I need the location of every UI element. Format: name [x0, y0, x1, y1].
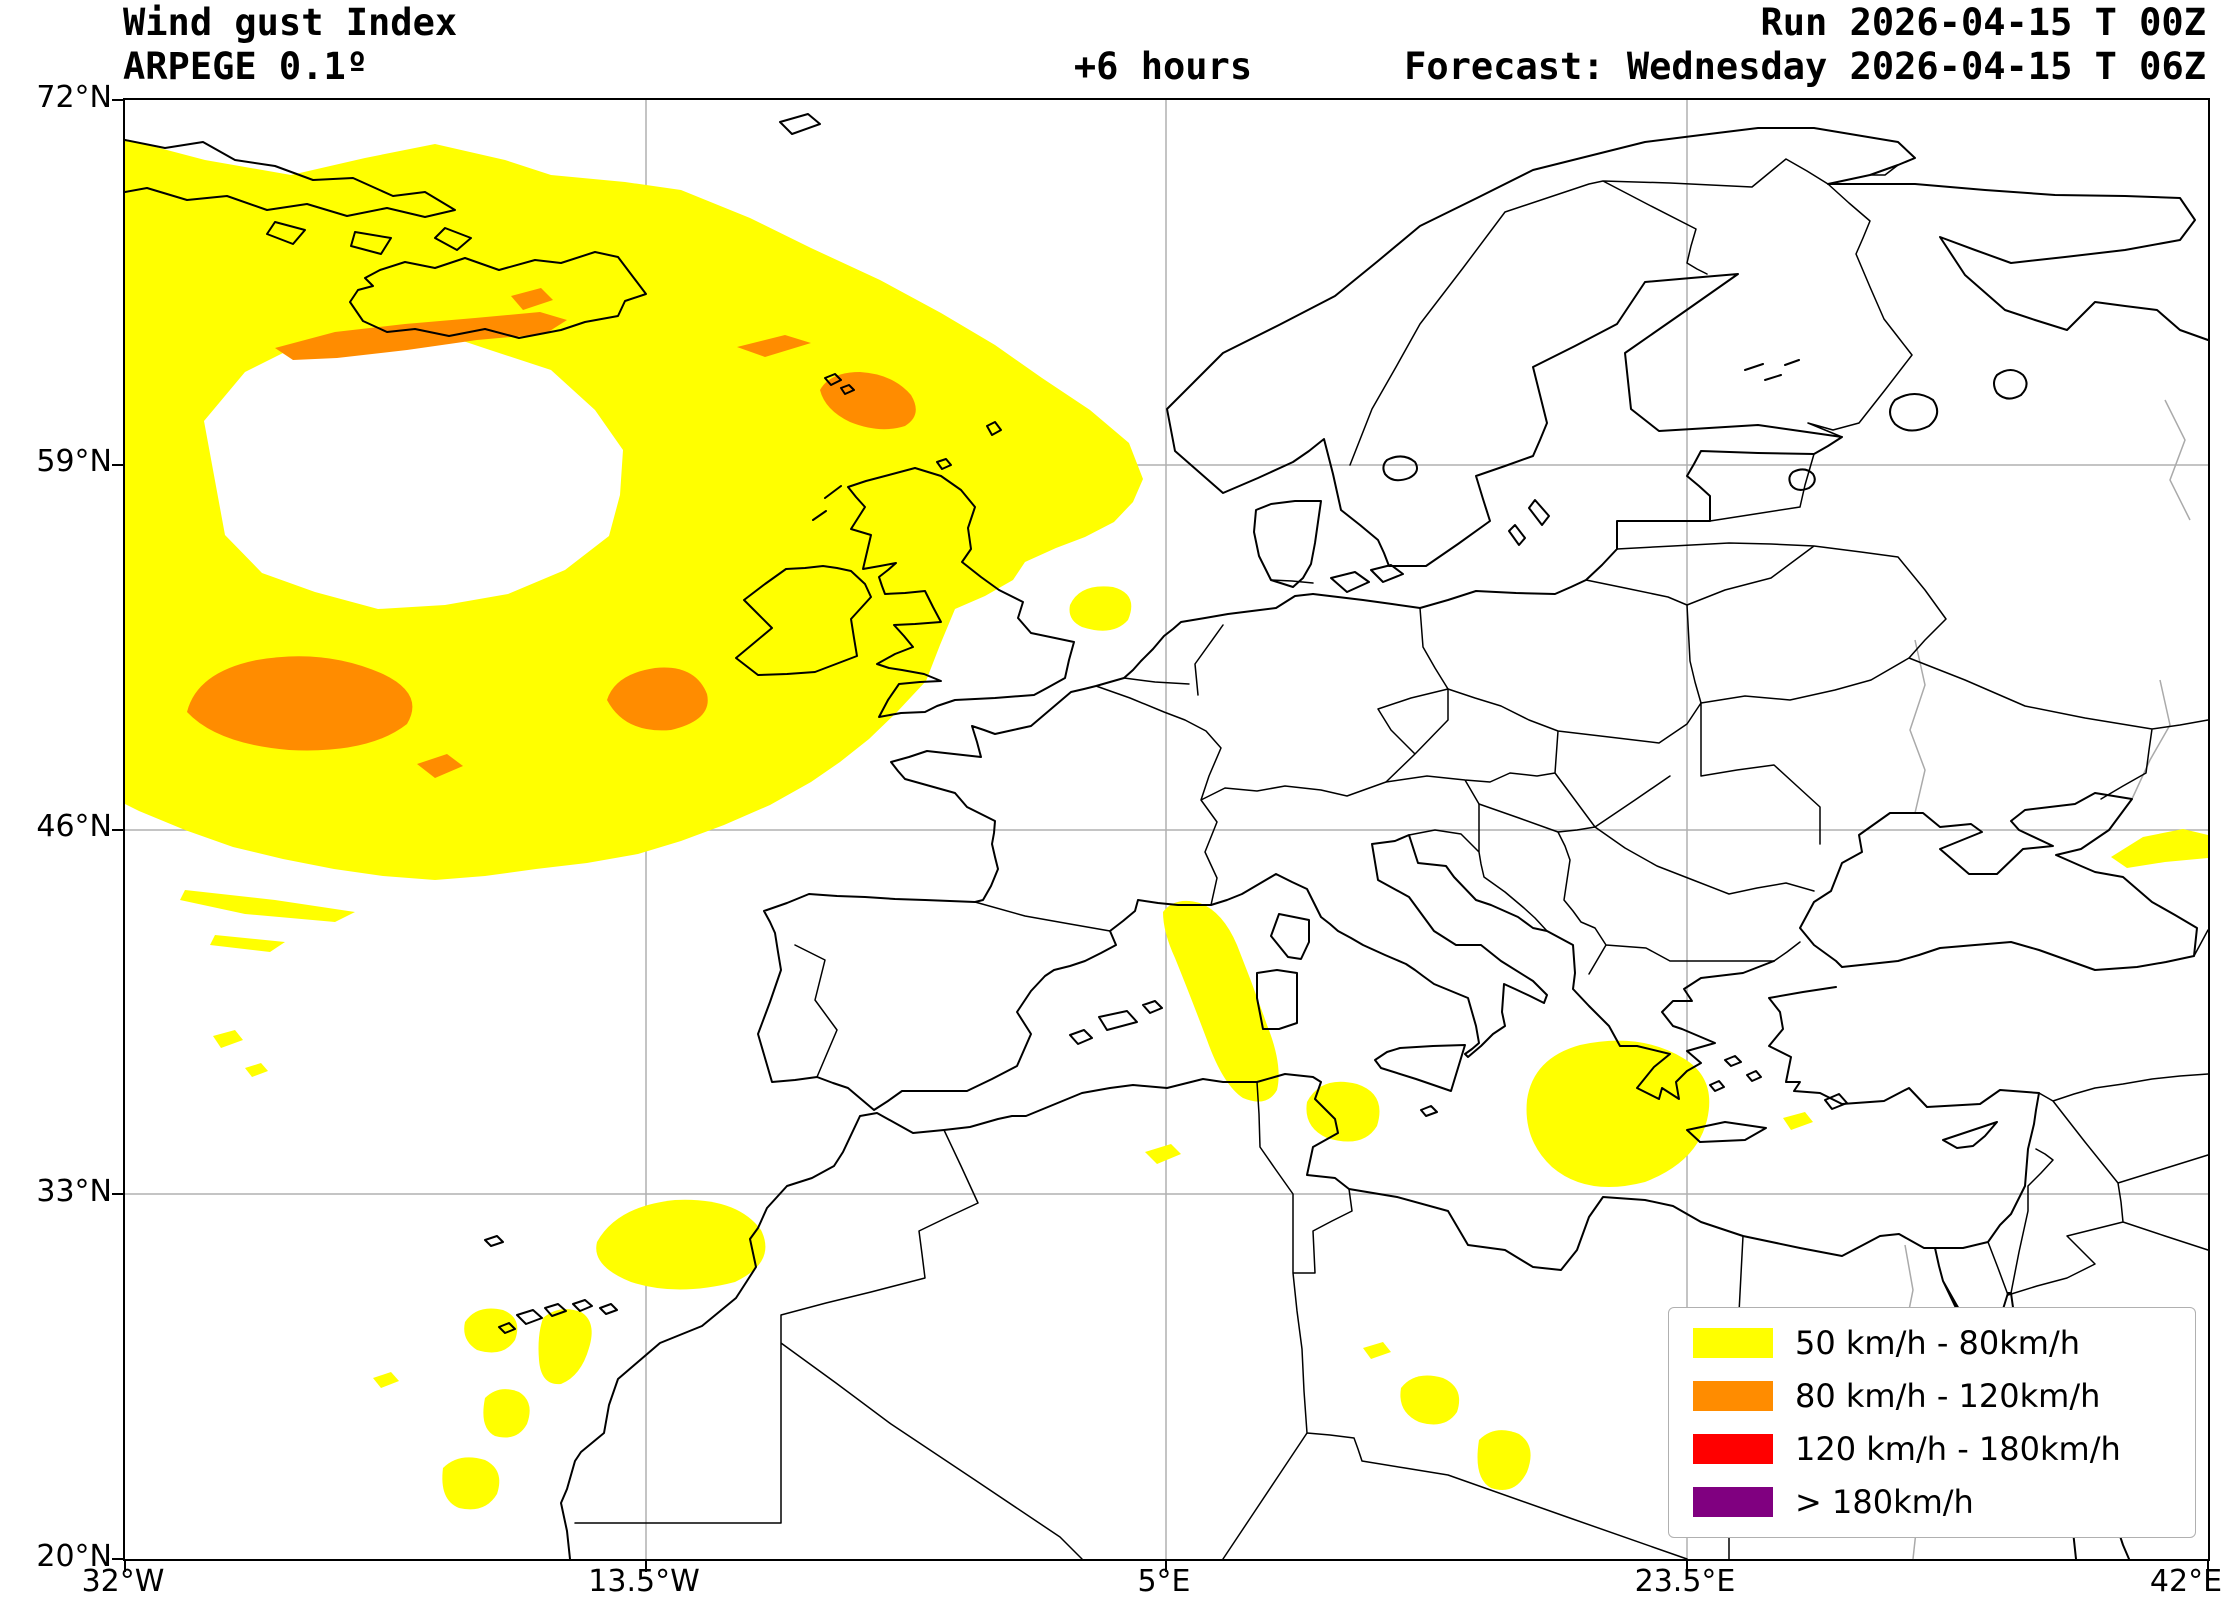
small-north-islands — [779, 113, 1002, 521]
legend-label-yellow: 50 km/h - 80km/h — [1795, 1323, 2081, 1362]
greenland-coast — [124, 139, 472, 255]
lat-label-59n: 59°N — [36, 444, 112, 479]
lat-label-46n: 46°N — [36, 809, 112, 844]
lat-label-33n: 33°N — [36, 1174, 112, 1209]
legend-swatch-red — [1693, 1434, 1773, 1465]
legend-row-yellow: 50 km/h - 80km/h — [1693, 1325, 2195, 1361]
legend-swatch-yellow — [1693, 1327, 1773, 1358]
map-plot-area — [112, 98, 2210, 1572]
lakes — [1382, 359, 2028, 491]
legend-swatch-orange — [1693, 1380, 1773, 1411]
lon-label-135w: 13.5°W — [588, 1564, 700, 1599]
map-title: Wind gust Index — [123, 1, 458, 44]
europe-map — [112, 99, 2209, 1572]
legend-row-red: 120 km/h - 180km/h — [1693, 1431, 2195, 1467]
lon-label-5e: 5°E — [1137, 1564, 1191, 1599]
legend-row-purple: > 180km/h — [1693, 1484, 2195, 1520]
legend-row-orange: 80 km/h - 120km/h — [1693, 1378, 2195, 1414]
legend-label-orange: 80 km/h - 120km/h — [1795, 1376, 2101, 1415]
gust-area-80-120 — [187, 288, 916, 778]
axis-ticks — [112, 99, 2209, 1572]
west-europe-mediterranean-coast — [757, 593, 1775, 1111]
legend-swatch-purple — [1693, 1487, 1773, 1518]
lead-time-label: +6 hours — [1073, 45, 1253, 88]
lon-label-235e: 23.5°E — [1634, 1564, 1736, 1599]
lon-label-32w: 32°W — [81, 1564, 165, 1599]
lat-label-20n: 20°N — [36, 1539, 112, 1574]
lon-label-42e: 42°E — [2149, 1564, 2223, 1599]
lat-label-72n: 72°N — [36, 80, 112, 115]
legend-label-red: 120 km/h - 180km/h — [1795, 1430, 2121, 1469]
mediterranean-islands — [484, 499, 1998, 1334]
ireland-coast — [735, 565, 872, 676]
run-time-label: Run 2026-04-15 T 00Z — [1760, 1, 2206, 44]
gust-field-calm-center — [204, 327, 623, 609]
scandinavia-baltic-coast — [1166, 127, 2209, 609]
legend-label-purple: > 180km/h — [1795, 1483, 1974, 1522]
legend: 50 km/h - 80km/h 80 km/h - 120km/h 120 k… — [1668, 1307, 2196, 1538]
denmark-coast — [1253, 500, 1404, 593]
forecast-time-label: Forecast: Wednesday 2026-04-15 T 06Z — [1404, 45, 2206, 88]
black-sea-coast — [1799, 792, 2198, 971]
iceland-coast — [349, 251, 647, 339]
coastlines — [124, 113, 2209, 1560]
model-resolution-label: ARPEGE 0.1º — [123, 45, 369, 88]
great-britain-coast — [847, 467, 1075, 718]
